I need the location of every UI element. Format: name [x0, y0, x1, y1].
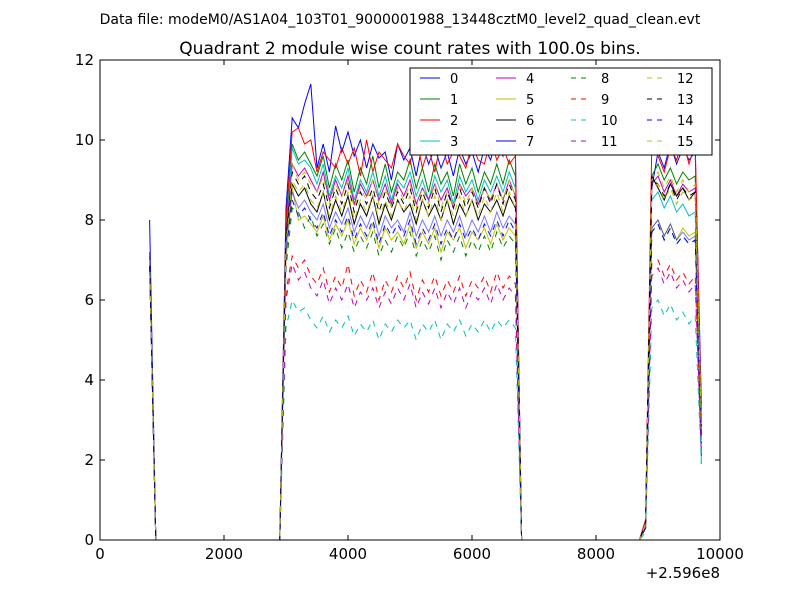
- series-line-9: [149, 254, 702, 541]
- legend-label-1: 1: [450, 93, 458, 108]
- legend-label-3: 3: [450, 135, 458, 150]
- y-tick-label: 10: [75, 131, 94, 149]
- legend-label-0: 0: [450, 72, 458, 87]
- legend-label-7: 7: [526, 135, 534, 150]
- y-tick-label: 4: [84, 371, 94, 389]
- x-tick-label: 10000: [696, 545, 744, 563]
- series-line-5: [149, 187, 702, 541]
- y-tick-label: 8: [84, 211, 94, 229]
- x-tick-label: 8000: [577, 545, 615, 563]
- legend-label-15: 15: [677, 135, 694, 150]
- data-file-label: Data file: modeM0/AS1A04_103T01_90000019…: [100, 12, 701, 28]
- y-tick-label: 12: [75, 51, 94, 69]
- series-line-13: [149, 170, 702, 541]
- legend-label-10: 10: [601, 114, 618, 129]
- x-tick-label: 2000: [205, 545, 243, 563]
- x-offset-label: +2.596e8: [646, 564, 720, 582]
- series-line-8: [149, 207, 702, 541]
- x-tick-label: 4000: [329, 545, 367, 563]
- y-tick-label: 2: [84, 451, 94, 469]
- legend-label-2: 2: [450, 114, 458, 129]
- series-line-12: [149, 163, 702, 541]
- y-tick-label: 0: [84, 531, 94, 549]
- legend-label-12: 12: [677, 72, 694, 87]
- series-line-7: [149, 191, 702, 541]
- series-line-10: [149, 259, 702, 541]
- x-tick-label: 6000: [453, 545, 491, 563]
- legend-label-5: 5: [526, 93, 534, 108]
- series-layer: [149, 83, 702, 541]
- legend-label-9: 9: [601, 93, 609, 108]
- x-tick-label: 0: [95, 545, 105, 563]
- series-line-11: [149, 259, 702, 541]
- legend-label-13: 13: [677, 93, 694, 108]
- chart-title: Quadrant 2 module wise count rates with …: [179, 39, 640, 59]
- legend-label-14: 14: [677, 114, 694, 129]
- legend-label-4: 4: [526, 72, 534, 87]
- legend-label-8: 8: [601, 72, 609, 87]
- series-line-14: [149, 199, 702, 541]
- y-tick-label: 6: [84, 291, 94, 309]
- legend-label-6: 6: [526, 114, 534, 129]
- series-line-1: [149, 143, 702, 541]
- series-line-4: [149, 162, 702, 541]
- series-line-6: [149, 175, 702, 541]
- legend-label-11: 11: [601, 135, 618, 150]
